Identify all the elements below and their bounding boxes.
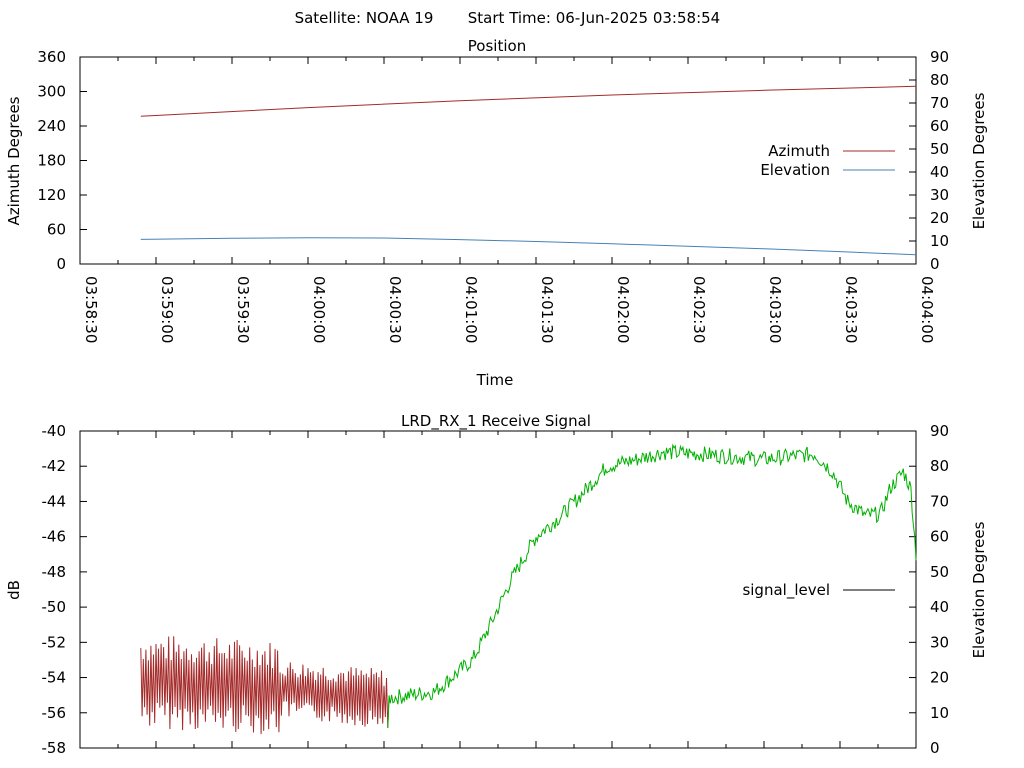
position-y2tick-label: 70 <box>930 94 949 112</box>
position-ytick-label: 180 <box>37 152 66 170</box>
position-ytick-label: 300 <box>37 83 66 101</box>
position-chart-title: Position <box>468 37 526 55</box>
position-y2tick-label: 60 <box>930 117 949 135</box>
position-y2tick-label: 10 <box>930 232 949 250</box>
legend-elevation-label: Elevation <box>760 161 830 179</box>
receive-signal-ytick-label: -50 <box>42 598 67 616</box>
start-time-label: Start Time: 06-Jun-2025 03:58:54 <box>468 9 720 27</box>
receive-signal-y2tick-label: 10 <box>930 704 949 722</box>
position-xtick-label: 03:59:00 <box>158 276 176 343</box>
satellite-label: Satellite: NOAA 19 <box>295 9 434 27</box>
series-elevation-line <box>140 237 917 256</box>
position-ytick-label: 60 <box>47 221 66 239</box>
position-xtick-label: 04:04:00 <box>918 276 936 343</box>
receive-signal-y2tick-label: 80 <box>930 457 949 475</box>
receive-signal-chart-ylabel: dB <box>5 580 23 600</box>
series-azimuth-line <box>140 85 917 117</box>
position-y2tick-label: 40 <box>930 163 949 181</box>
receive-signal-y2tick-label: 90 <box>930 422 949 440</box>
position-xtick-label: 04:03:30 <box>842 276 860 343</box>
legend-signal-level-label: signal_level <box>742 581 830 600</box>
position-y2tick-label: 20 <box>930 209 949 227</box>
position-chart-y2label: Elevation Degrees <box>970 92 988 229</box>
position-chart-xlabel: Time <box>476 371 514 389</box>
receive-signal-chart-title: LRD_RX_1 Receive Signal <box>401 412 591 431</box>
series-signal-level-locked-line <box>387 443 917 728</box>
receive-signal-chart-y2label: Elevation Degrees <box>970 521 988 658</box>
position-ytick-label: 120 <box>37 186 66 204</box>
position-y2tick-label: 90 <box>930 48 949 66</box>
position-xtick-label: 04:00:00 <box>310 276 328 343</box>
series-signal-level-unlocked-line <box>140 636 390 735</box>
receive-signal-y2tick-label: 40 <box>930 598 949 616</box>
position-y2tick-label: 80 <box>930 71 949 89</box>
position-y2tick-label: 0 <box>930 255 940 273</box>
position-xtick-label: 04:03:00 <box>766 276 784 343</box>
legend-azimuth-label: Azimuth <box>768 142 830 160</box>
receive-signal-y2tick-label: 20 <box>930 669 949 687</box>
position-xtick-label: 03:59:30 <box>234 276 252 343</box>
receive-signal-y2tick-label: 30 <box>930 633 949 651</box>
position-y2tick-label: 30 <box>930 186 949 204</box>
receive-signal-y2tick-label: 60 <box>930 528 949 546</box>
position-xtick-label: 04:01:30 <box>538 276 556 343</box>
receive-signal-ytick-label: -42 <box>42 457 67 475</box>
position-xtick-label: 04:01:00 <box>462 276 480 343</box>
receive-signal-y2tick-label: 70 <box>930 492 949 510</box>
position-chart: Position Azimuth Degrees Elevation Degre… <box>5 37 988 389</box>
receive-signal-ytick-label: -40 <box>42 422 67 440</box>
position-ytick-label: 240 <box>37 117 66 135</box>
receive-signal-ytick-label: -46 <box>42 528 67 546</box>
receive-signal-y2tick-label: 0 <box>930 739 940 757</box>
position-ytick-label: 0 <box>56 255 66 273</box>
position-xtick-label: 03:58:30 <box>82 276 100 343</box>
position-ytick-label: 360 <box>37 48 66 66</box>
position-xtick-label: 04:02:30 <box>690 276 708 343</box>
receive-signal-chart: LRD_RX_1 Receive Signal dB Elevation Deg… <box>5 412 988 757</box>
receive-signal-ytick-label: -44 <box>42 492 67 510</box>
receive-signal-ytick-label: -48 <box>42 563 67 581</box>
receive-signal-y2tick-label: 50 <box>930 563 949 581</box>
position-xtick-label: 04:00:30 <box>386 276 404 343</box>
receive-signal-ytick-label: -58 <box>42 739 67 757</box>
position-y2tick-label: 50 <box>930 140 949 158</box>
position-xtick-label: 04:02:00 <box>614 276 632 343</box>
receive-signal-ytick-label: -56 <box>42 704 67 722</box>
receive-signal-ytick-label: -52 <box>42 633 67 651</box>
position-chart-ylabel: Azimuth Degrees <box>5 96 23 225</box>
receive-signal-ytick-label: -54 <box>42 669 67 687</box>
